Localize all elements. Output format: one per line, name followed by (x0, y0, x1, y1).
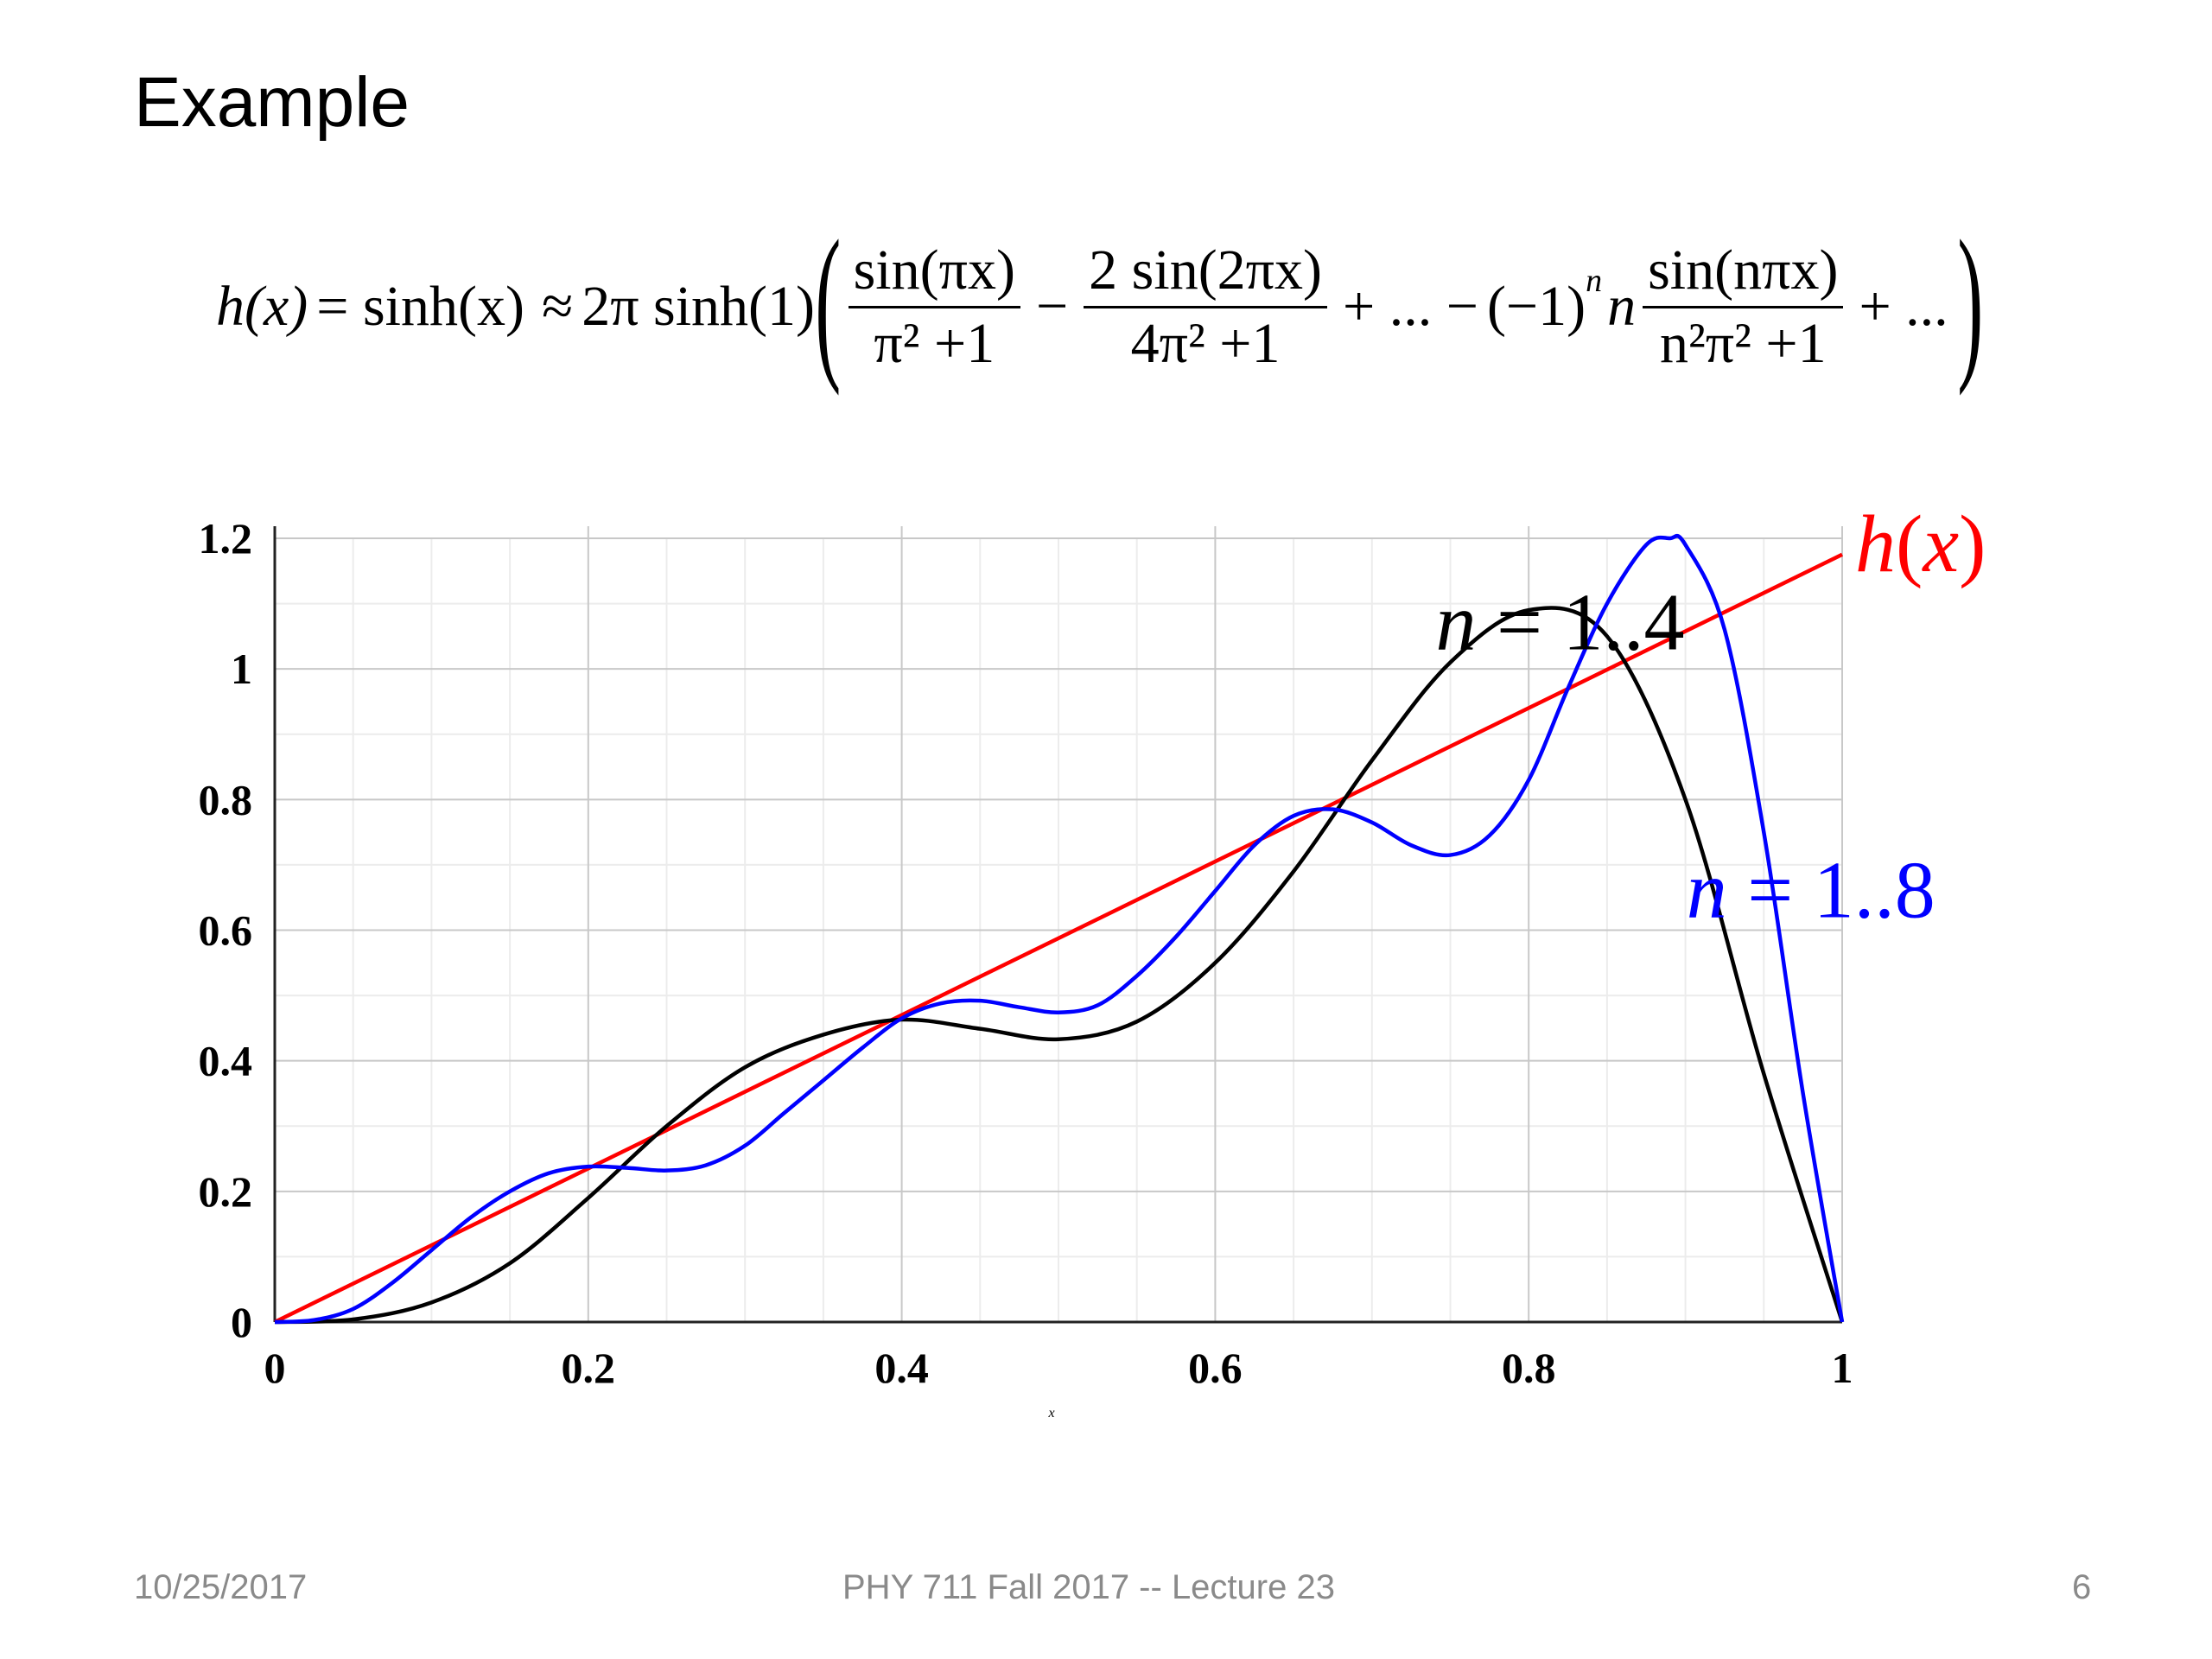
x-tick-label: 1 (1832, 1344, 1853, 1392)
footer-page-number: 6 (2072, 1568, 2092, 1606)
x-tick-label: 0.2 (562, 1344, 616, 1392)
series-line-n-1-8 (274, 533, 1845, 1325)
x-tick-label: 0.8 (1502, 1344, 1556, 1392)
y-tick-label: 0.8 (199, 775, 253, 823)
footer-course: PHY 711 Fall 2017 -- Lecture 23 (842, 1568, 1335, 1606)
annotation-n-1-4: n = 1..4 (1435, 577, 1684, 667)
term-n-fraction: sin(nπx) n²π² +1 (1643, 240, 1844, 375)
term-2-fraction: 2 sin(2πx) 4π² +1 (1084, 240, 1327, 373)
term-1-fraction: sin(πx) π² +1 (848, 240, 1020, 375)
y-tick-label: 0.2 (199, 1167, 253, 1216)
series-line-n-1-4 (274, 606, 1845, 1325)
right-paren: ) (1956, 206, 1983, 397)
slide-title: Example (134, 63, 410, 142)
x-axis-title: x (1047, 1406, 1054, 1421)
equation-sinh: = sinh(x) (316, 275, 524, 338)
x-tick-label: 0 (264, 1344, 286, 1392)
fourier-series-equation: h(x) = sinh(x) ≈ 2π sinh(1) ( sin(πx) π²… (216, 215, 2117, 393)
term-2-numerator: 2 sin(2πx) (1084, 240, 1327, 308)
equation-approx: ≈ (541, 275, 574, 338)
series-line-h-x (274, 552, 1843, 1325)
term-1-denominator: π² +1 (874, 311, 995, 375)
term-n-numerator: sin(nπx) (1643, 240, 1844, 308)
y-tick-label: 1.2 (199, 514, 253, 563)
footer-date: 10/25/2017 (134, 1568, 308, 1606)
term-1-numerator: sin(πx) (848, 240, 1020, 308)
equation-n: n (1607, 275, 1637, 338)
annotation-h-x: h(x) (1855, 499, 1986, 589)
x-tick-label: 0.6 (1188, 1344, 1243, 1392)
annotation-n-1-8: n = 1..8 (1687, 845, 1936, 935)
y-tick-label: 0.6 (199, 906, 253, 955)
y-tick-label: 0.4 (199, 1037, 253, 1085)
equation-plus-dots: + ... − (1342, 275, 1478, 338)
equation-sign-factor: (−1) (1486, 275, 1586, 338)
equation-tail: + ... (1859, 275, 1948, 338)
x-tick-label: 0.4 (874, 1344, 929, 1392)
term-n-denominator: n²π² +1 (1659, 311, 1827, 375)
left-paren: ( (815, 206, 842, 397)
equation-lhs: h(x) (216, 275, 308, 338)
equation-superscript-n: n (1586, 263, 1603, 299)
equation-coefficient: 2π sinh(1) (582, 275, 816, 338)
y-tick-label: 1 (231, 645, 252, 693)
y-tick-label: 0 (231, 1298, 252, 1346)
equation-minus: − (1035, 275, 1069, 338)
term-2-denominator: 4π² +1 (1130, 311, 1281, 375)
